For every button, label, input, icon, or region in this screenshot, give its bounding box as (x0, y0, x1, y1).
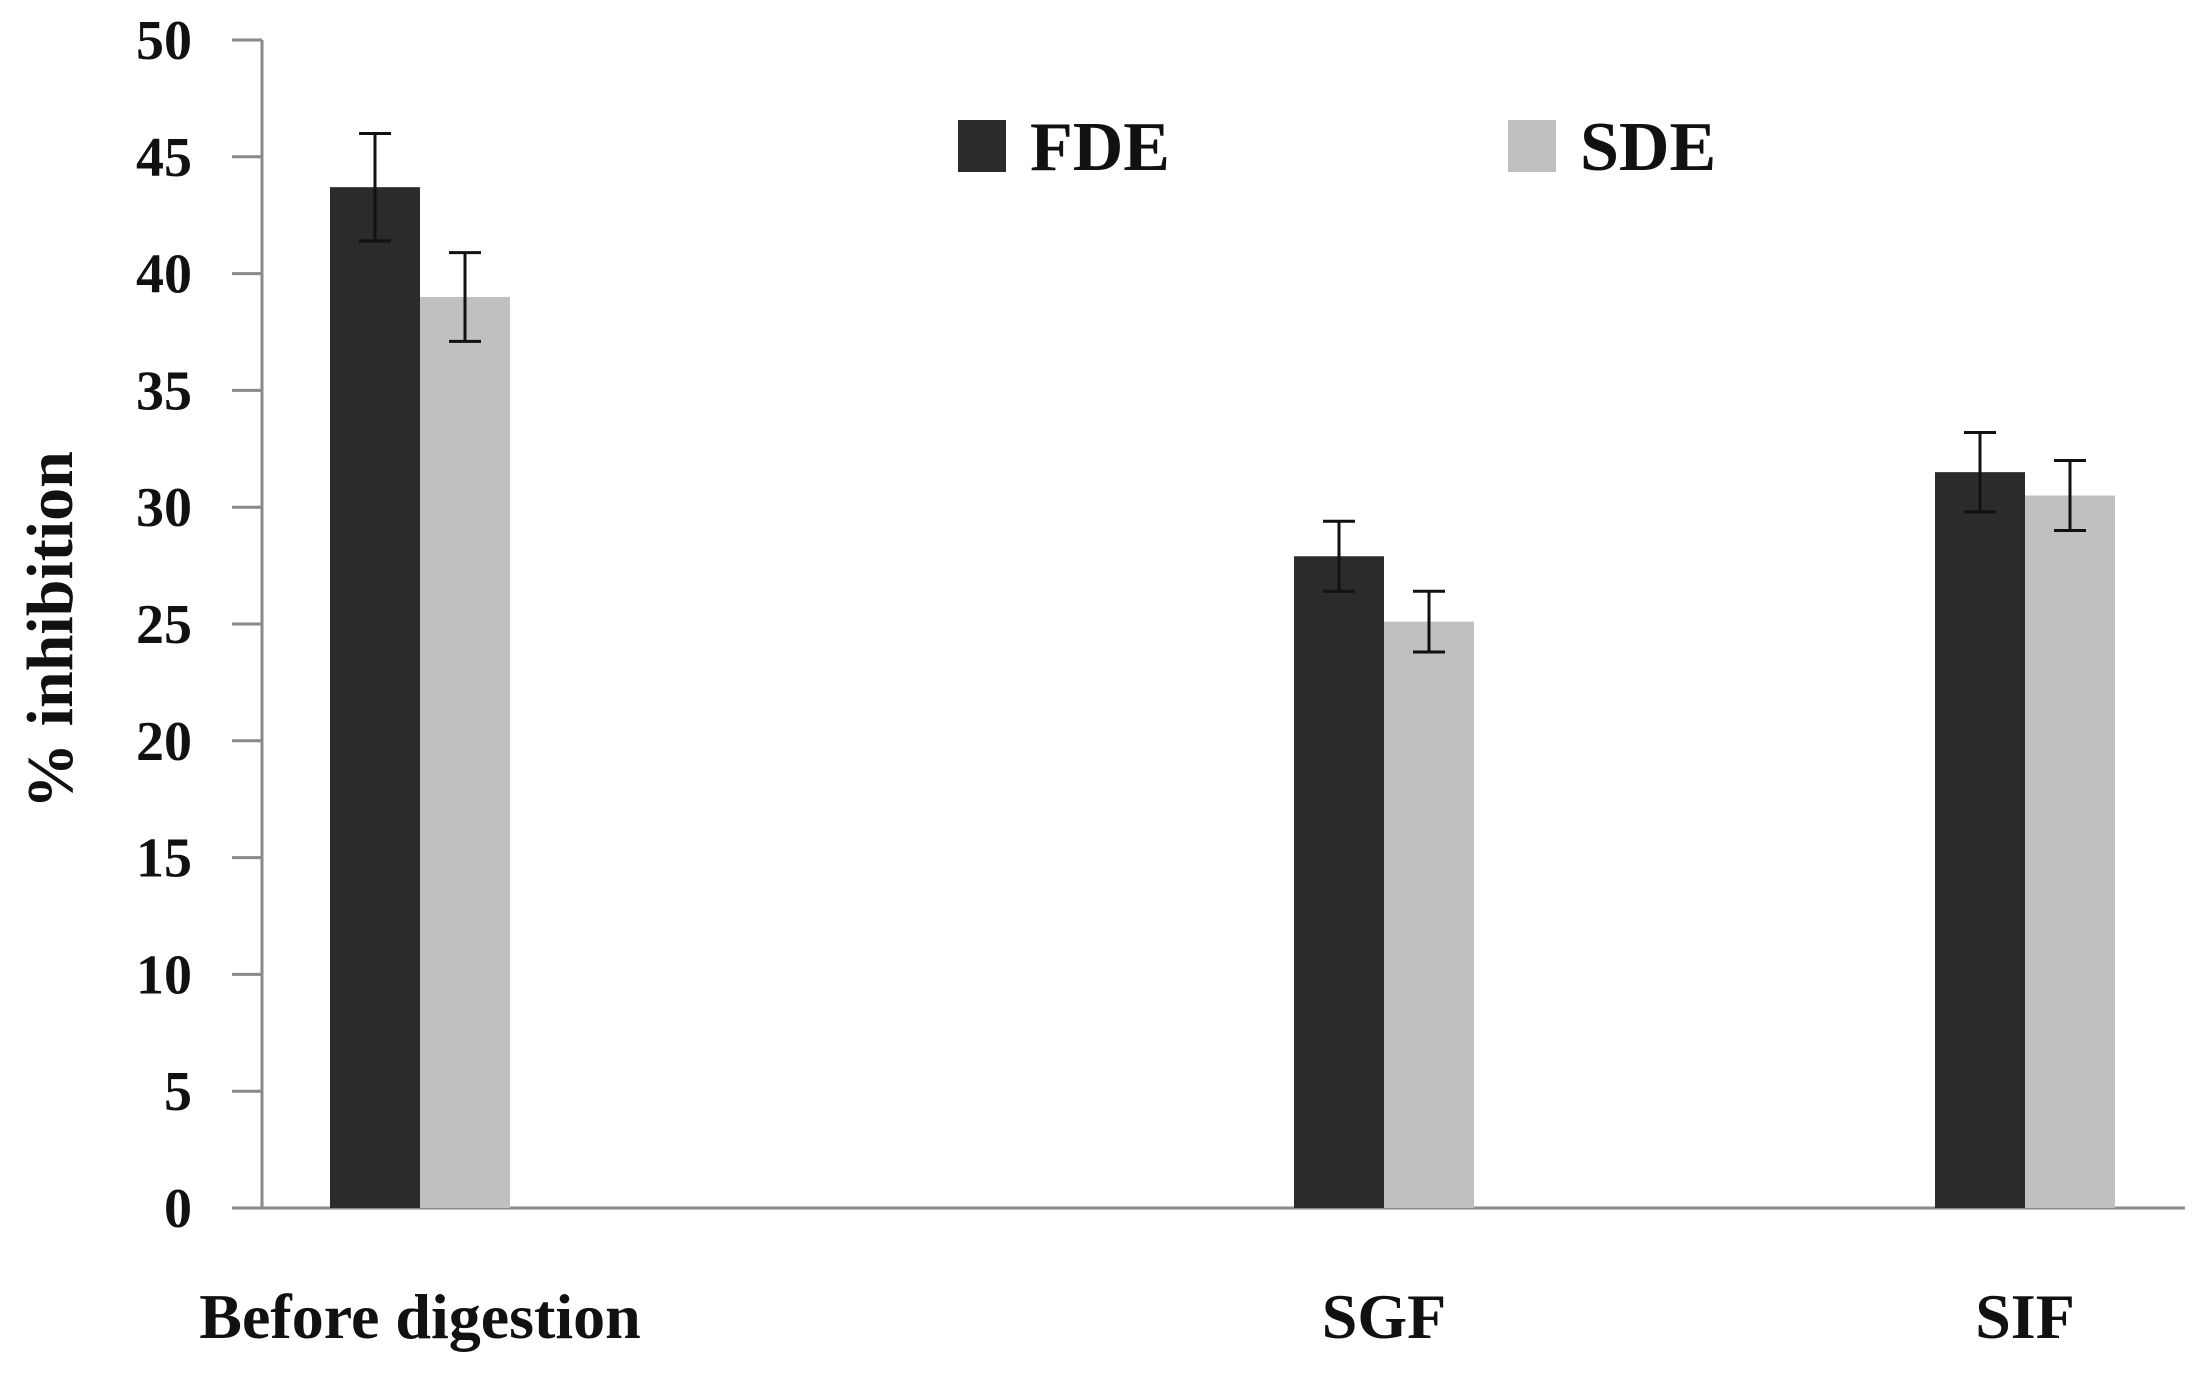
error-bar-fde-1 (1323, 519, 1355, 593)
bars (330, 187, 2115, 1209)
y-tick-label: 0 (164, 1178, 192, 1240)
error-bar-fde-0 (359, 131, 391, 243)
bar-fde-0 (330, 187, 420, 1209)
error-bar-sde-1 (1413, 589, 1445, 654)
error-bar-fde-2 (1964, 430, 1996, 514)
axes (232, 38, 2185, 1210)
legend-label: SDE (1580, 109, 1716, 186)
bar-sde-2 (2025, 495, 2115, 1208)
legend-swatch (958, 120, 1006, 172)
y-tick-label: 50 (136, 10, 192, 72)
legend-item-fde: FDE (958, 109, 1170, 186)
bar-sde-1 (1384, 621, 1474, 1208)
y-tick-label: 30 (136, 477, 192, 539)
x-category-label: SGF (1322, 1281, 1446, 1352)
y-tick-label: 5 (164, 1061, 192, 1123)
legend-item-sde: SDE (1508, 109, 1716, 186)
y-tick-label: 15 (136, 828, 192, 890)
error-bar-sde-0 (449, 251, 481, 343)
bar-fde-2 (1935, 472, 2025, 1208)
legend-swatch (1508, 120, 1556, 172)
y-tick-label: 40 (136, 244, 192, 306)
bar-fde-1 (1294, 556, 1384, 1208)
y-tick-labels: 0 5 10 15 20 25 30 35 40 45 50 (136, 10, 192, 1240)
y-tick-label: 10 (136, 944, 192, 1006)
y-tick-label: 45 (136, 127, 192, 189)
y-tick-label: 20 (136, 711, 192, 773)
x-category-labels: Before digestion SGF SIF (199, 1281, 2075, 1352)
x-category-label: Before digestion (199, 1281, 640, 1352)
bar-sde-0 (420, 296, 510, 1209)
error-bars (359, 131, 2086, 654)
legend-label: FDE (1030, 109, 1170, 186)
x-category-label: SIF (1975, 1281, 2075, 1352)
y-tick-label: 25 (136, 594, 192, 656)
legend: FDE SDE (958, 109, 1716, 186)
y-tick-label: 35 (136, 360, 192, 422)
y-axis-title: % inhibition (14, 451, 87, 809)
error-bar-sde-2 (2054, 458, 2086, 533)
